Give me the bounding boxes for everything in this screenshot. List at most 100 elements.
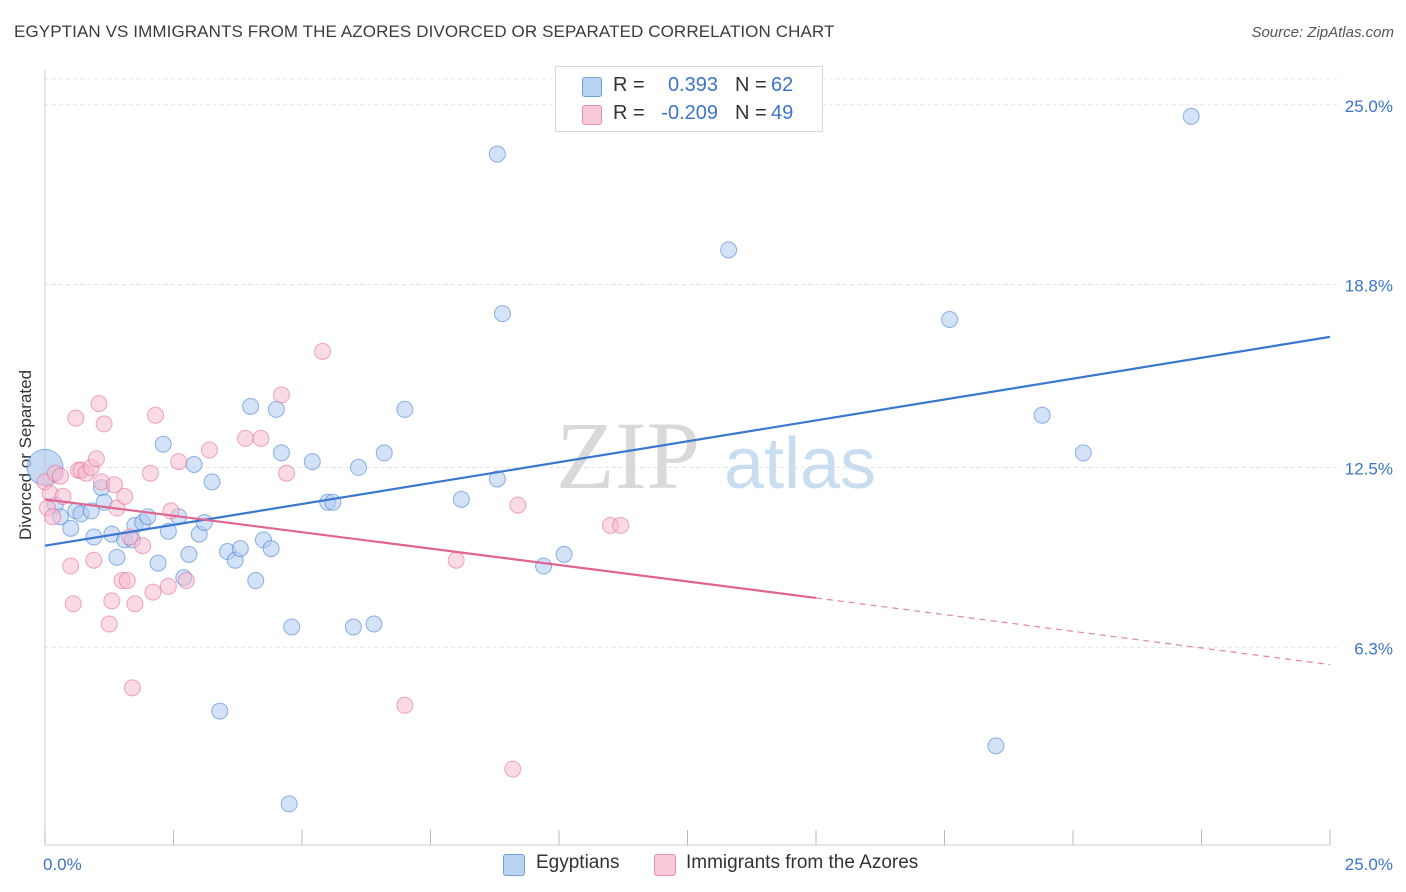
azores-point [272,386,290,404]
azores-point [278,464,296,482]
azores-point [144,583,162,601]
egyptians-point [262,540,280,558]
egyptians-point [231,540,249,558]
egyptians-point [375,444,393,462]
azores-point [177,572,195,590]
azores-trend-line [44,498,817,600]
tick-labels: 6.3% 12.5% 18.8% 25.0% 0.0% 25.0% [43,97,1393,874]
azores-point [103,592,121,610]
egyptians-point [350,458,368,476]
bottom-legend-swatch-pink [654,854,676,876]
bottom-legend-swatch-blue [503,854,525,876]
egyptians-point [720,241,738,259]
egyptians-point [267,400,285,418]
azores-point [170,453,188,471]
azores-point [85,551,103,569]
legend-row-egyptians: R = 0.393 N = 62 [556,72,822,100]
legend-n-value: 62 [771,74,794,96]
egyptians-point [283,618,301,636]
azores-point [447,551,465,569]
egyptians-point [396,400,414,418]
egyptians-point [108,548,126,566]
egyptians-point [1033,406,1051,424]
egyptians-point [180,545,198,563]
azores-point [159,577,177,595]
egyptians-point [324,493,342,511]
azores-point [509,496,527,514]
azores-point [314,342,332,360]
egyptians-point [452,490,470,508]
y-tick-label: 6.3% [1354,639,1393,658]
azores-point [252,429,270,447]
legend-n-value: 49 [771,102,794,124]
legend-r-label: R = [613,74,645,96]
azores-point [90,395,108,413]
azores-point [116,487,134,505]
bottom-legend-label: Immigrants from the Azores [686,852,919,873]
azores-point [236,429,254,447]
bottom-legend-label: Egyptians [536,852,620,873]
watermark-zip: ZIP [556,402,700,509]
legend-swatch-pink [582,105,602,125]
egyptians-point [1074,444,1092,462]
azores-point [200,441,218,459]
azores-point [147,406,165,424]
egyptians-point [488,470,506,488]
chart-title: EGYPTIAN VS IMMIGRANTS FROM THE AZORES D… [14,22,835,41]
egyptians-point [303,453,321,471]
x-tick-label: 25.0% [1345,855,1393,874]
egyptians-point [154,435,172,453]
egyptians-point [280,795,298,813]
egyptians-point [82,502,100,520]
watermark-atlas: atlas [724,424,876,504]
azores-point [62,557,80,575]
egyptians-point [555,545,573,563]
azores-point [100,615,118,633]
egyptians-point [365,615,383,633]
egyptians-point [242,397,260,415]
azores-point [118,572,136,590]
azores-point [64,595,82,613]
egyptians-point [987,737,1005,755]
egyptians-point [185,456,203,474]
azores-point [123,679,141,697]
source-label: Source: ZipAtlas.com [1251,24,1394,41]
legend-swatch-blue [582,77,602,97]
stats-legend: R = 0.393 N = 62 R = -0.209 N = 49 [555,66,823,132]
legend-n-label: N = [735,74,767,96]
egyptians-point [488,145,506,163]
azores-point [95,415,113,433]
legend-n-label: N = [735,102,767,124]
egyptians-point [1182,107,1200,125]
trend-lines [44,335,1331,666]
azores-point [134,537,152,555]
azores-point [67,409,85,427]
watermark: ZIP atlas [556,402,876,509]
legend-r-label: R = [613,102,645,124]
y-tick-label: 25.0% [1345,97,1393,116]
egyptians-point [247,572,265,590]
y-tick-label: 12.5% [1345,459,1393,478]
egyptians-point [344,618,362,636]
azores-point [612,516,630,534]
azores-point [87,450,105,468]
legend-r-value: -0.209 [661,102,718,124]
egyptians-point [535,557,553,575]
egyptians-point [941,310,959,328]
azores-point [44,508,62,526]
azores-point [396,696,414,714]
egyptians-point [272,444,290,462]
legend-row-azores: R = -0.209 N = 49 [556,100,822,128]
egyptians-point [211,702,229,720]
x-tick-label: 0.0% [43,855,82,874]
azores-point [105,476,123,494]
azores-point [51,467,69,485]
egyptians-point [493,305,511,323]
legend-r-value: 0.393 [667,74,718,96]
azores-point [504,760,522,778]
egyptians-point [195,514,213,532]
egyptians-point [149,554,167,572]
azores-point [126,595,144,613]
egyptians-trend-line [44,335,1331,547]
